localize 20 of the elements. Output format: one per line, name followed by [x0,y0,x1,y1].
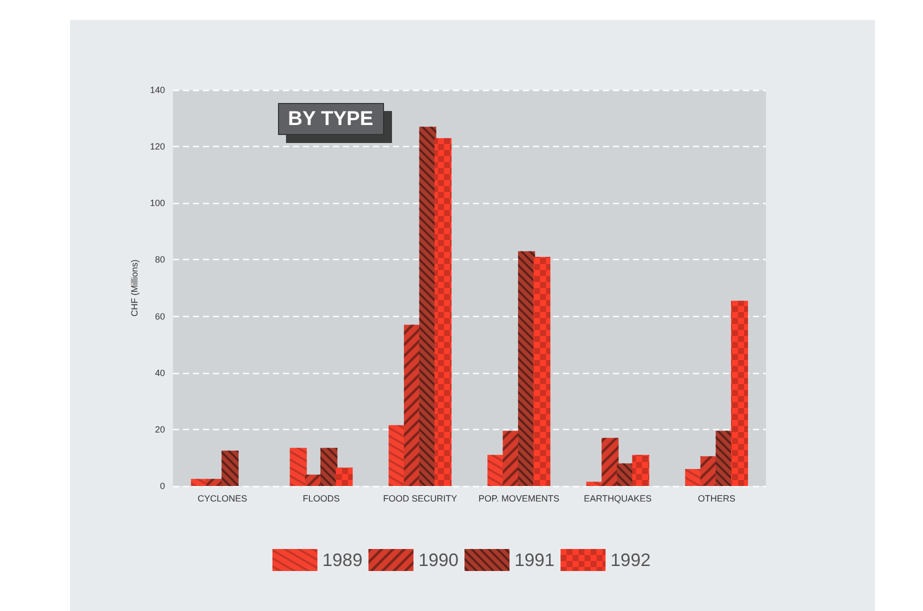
x-tick-label: CYCLONES [198,494,248,504]
legend-label: 1990 [418,550,459,570]
x-tick-label: EARTHQUAKES [584,494,652,504]
x-tick-label: FLOODS [302,494,340,504]
y-tick-label: 80 [154,254,165,265]
legend-label: 1992 [610,550,651,570]
legend-label: 1991 [514,550,555,570]
y-tick-label: 140 [150,85,165,95]
y-tick-label: 60 [154,311,165,322]
y-tick-label: 120 [150,142,165,152]
y-tick-label: 0 [160,481,165,491]
y-axis-title: CHF (Millions) [130,260,140,316]
x-tick-label: OTHERS [698,494,736,504]
y-tick-label: 100 [150,198,165,208]
legend-label: 1989 [322,550,362,570]
x-tick-label: POP. MOVEMENTS [478,494,560,504]
y-tick-label: 40 [154,368,165,378]
y-tick-label: 20 [154,424,165,434]
x-tick-label: FOOD SECURITY [383,494,458,504]
text: BY TYPE [288,108,374,130]
